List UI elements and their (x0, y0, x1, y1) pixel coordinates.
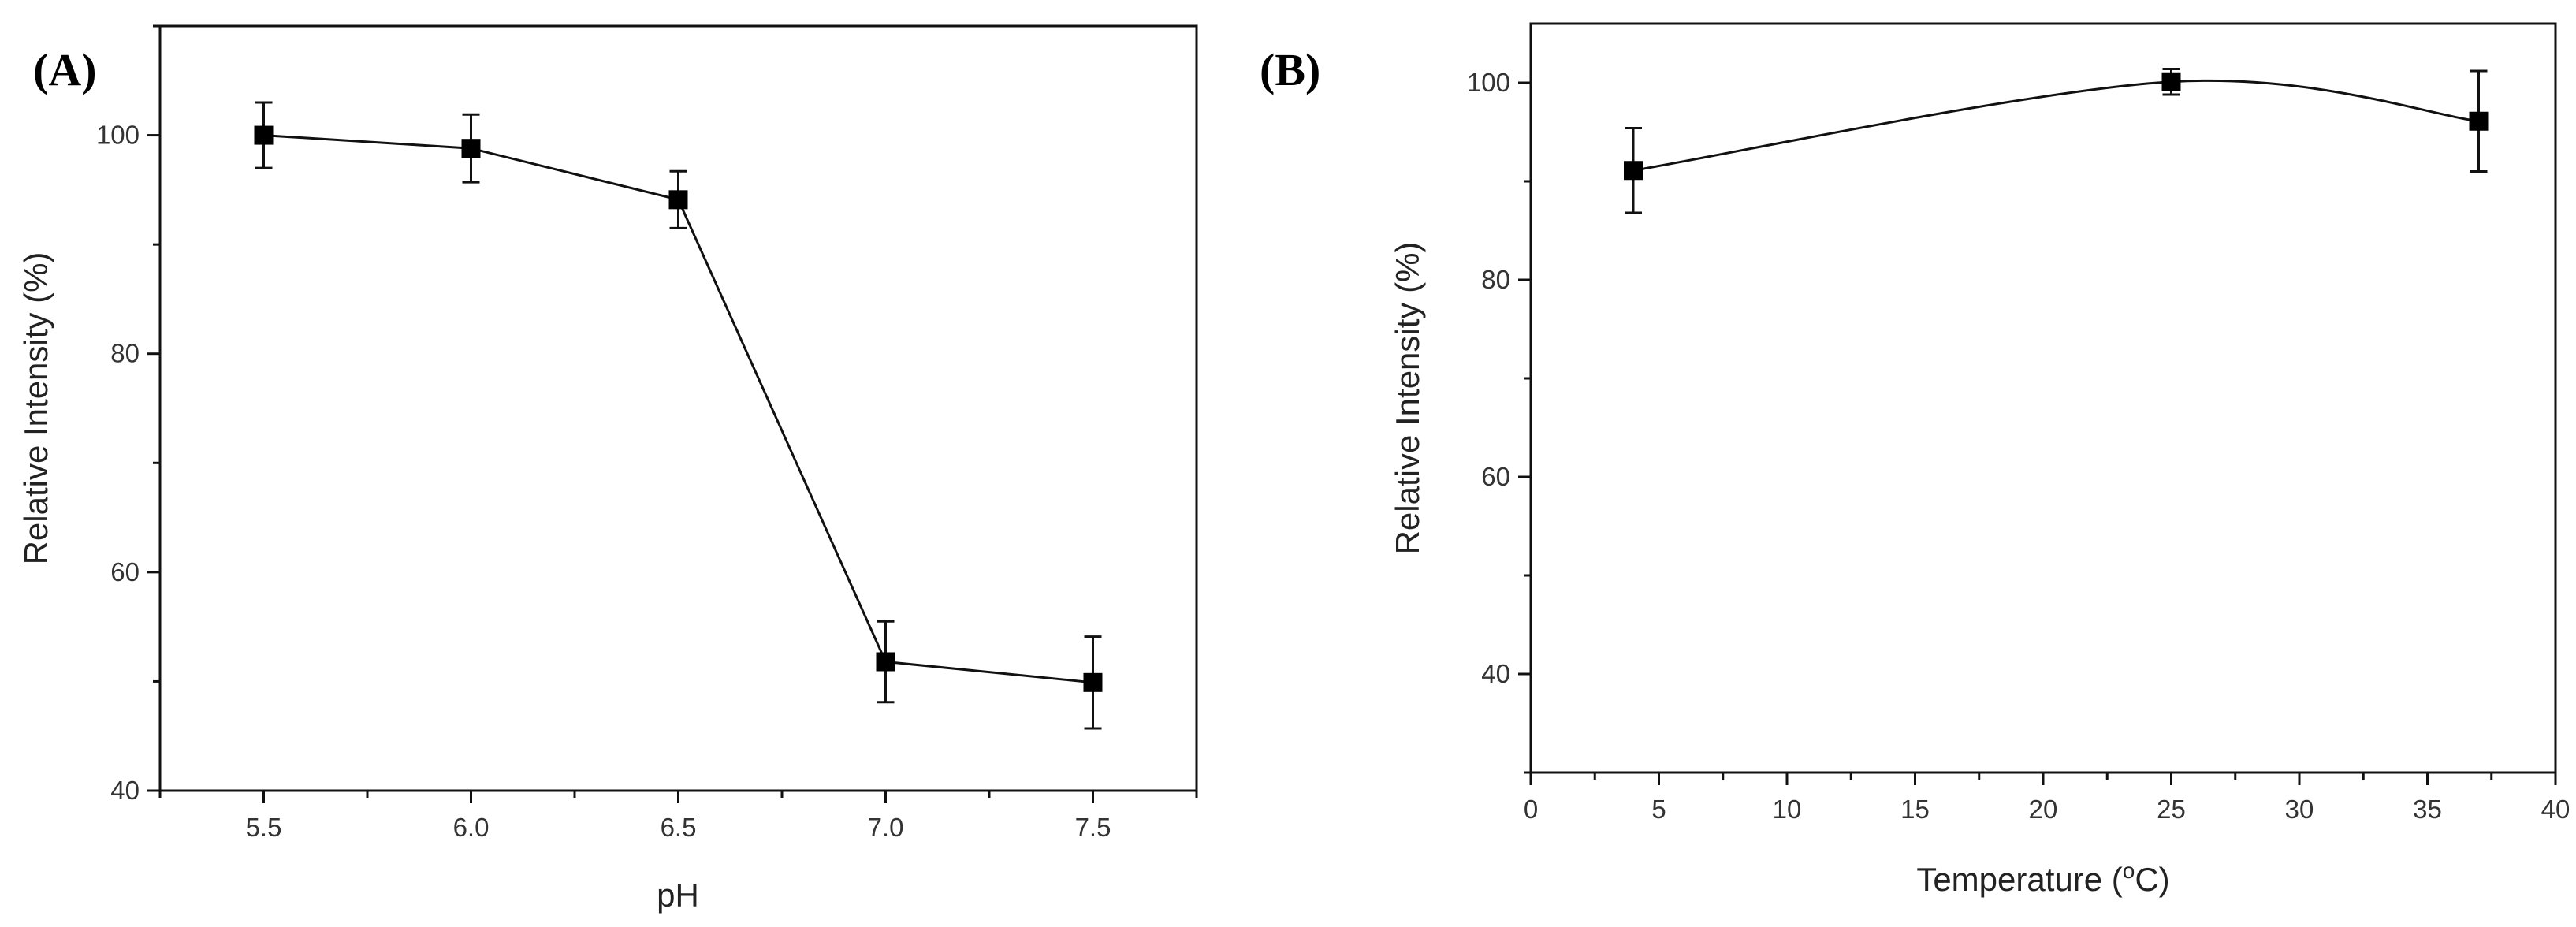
panel-b-y-tick-labels: 40 60 80 100 (1467, 68, 1510, 688)
panel-b-data-point-1 (2161, 72, 2181, 91)
panel-b-y-axis-title: Relative Intensity (%) (1389, 242, 1426, 555)
panel-a-x-tick-labels: 5.5 6.0 6.5 7.0 7.5 (246, 813, 1111, 842)
panel-b-ticks (1518, 81, 2557, 785)
panel-a-plot-frame (158, 24, 1198, 792)
panel-b-x-axis-title-main: Temperature ( (1916, 861, 2122, 898)
panel-b-x-tick-labels: 0 5 10 15 20 25 30 35 40 (1524, 795, 2570, 824)
panel-b-x-axis-title: Temperature (oC) (1916, 858, 2169, 898)
panel-a-data-point-4 (1083, 672, 1103, 692)
panel-b-data-point-2 (2469, 111, 2489, 131)
panel-a-data-point-2 (668, 190, 688, 210)
panel-a-data-point-3 (876, 652, 895, 672)
panel-a-y-axis-title: Relative Intensity (%) (17, 252, 54, 565)
panel-a-chart: (A) 5.5 6.0 6.5 7.0 7.5 40 60 80 100 pH Relativ… (17, 24, 1198, 914)
panel-b-y-tick-label-0: 40 (1481, 659, 1510, 688)
panel-a-data-point-0 (254, 125, 274, 145)
panel-b-x-axis-title-unit: C) (2135, 861, 2169, 898)
panel-b-x-tick-label-4: 20 (2029, 795, 2058, 824)
panel-b-x-axis-title-degree: o (2123, 858, 2135, 883)
panel-a-x-tick-label-2: 6.5 (661, 813, 697, 842)
panel-a-x-tick-label-1: 6.0 (453, 813, 490, 842)
panel-b-y-tick-label-3: 100 (1467, 68, 1510, 97)
panel-a-x-tick-label-4: 7.5 (1075, 813, 1111, 842)
panel-a-x-tick-label-0: 5.5 (246, 813, 282, 842)
panel-b-x-tick-label-0: 0 (1524, 795, 1538, 824)
panel-a-x-tick-label-3: 7.0 (868, 813, 904, 842)
panel-b-label: (B) (1260, 44, 1320, 95)
panel-b-data-point-0 (1624, 161, 1643, 181)
panel-b-plot-frame (1529, 22, 2557, 774)
panel-b-x-tick-label-6: 30 (2285, 795, 2314, 824)
panel-a-x-axis-title: pH (657, 877, 699, 914)
panel-a-y-tick-label-0: 40 (110, 776, 140, 805)
panel-a-label: (A) (33, 44, 97, 95)
panel-b-x-tick-label-2: 10 (1773, 795, 1802, 824)
panel-b-x-tick-label-7: 35 (2413, 795, 2442, 824)
panel-a-y-tick-label-3: 100 (96, 121, 140, 150)
panel-b-x-tick-label-8: 40 (2541, 795, 2570, 824)
panel-b-x-tick-label-1: 5 (1651, 795, 1666, 824)
panel-b-y-tick-label-2: 80 (1481, 265, 1510, 294)
panel-b-series (1624, 68, 2489, 214)
panel-b-x-tick-label-3: 15 (1900, 795, 1930, 824)
panel-b-x-tick-label-5: 25 (2157, 795, 2186, 824)
panel-a-y-tick-labels: 40 60 80 100 (96, 121, 140, 805)
panel-a-ticks (147, 24, 1198, 803)
panel-a-data-point-1 (461, 139, 481, 158)
panel-b-y-tick-label-1: 60 (1481, 462, 1510, 491)
panel-b-chart: (B) 0 5 10 15 20 25 30 35 40 40 60 80 100 Temperatu… (1260, 22, 2570, 898)
panel-a-series (254, 101, 1103, 730)
panel-b-series-line-0 (1632, 79, 2479, 172)
panel-a-y-tick-label-1: 60 (110, 557, 140, 586)
panel-a-y-tick-label-2: 80 (110, 339, 140, 368)
